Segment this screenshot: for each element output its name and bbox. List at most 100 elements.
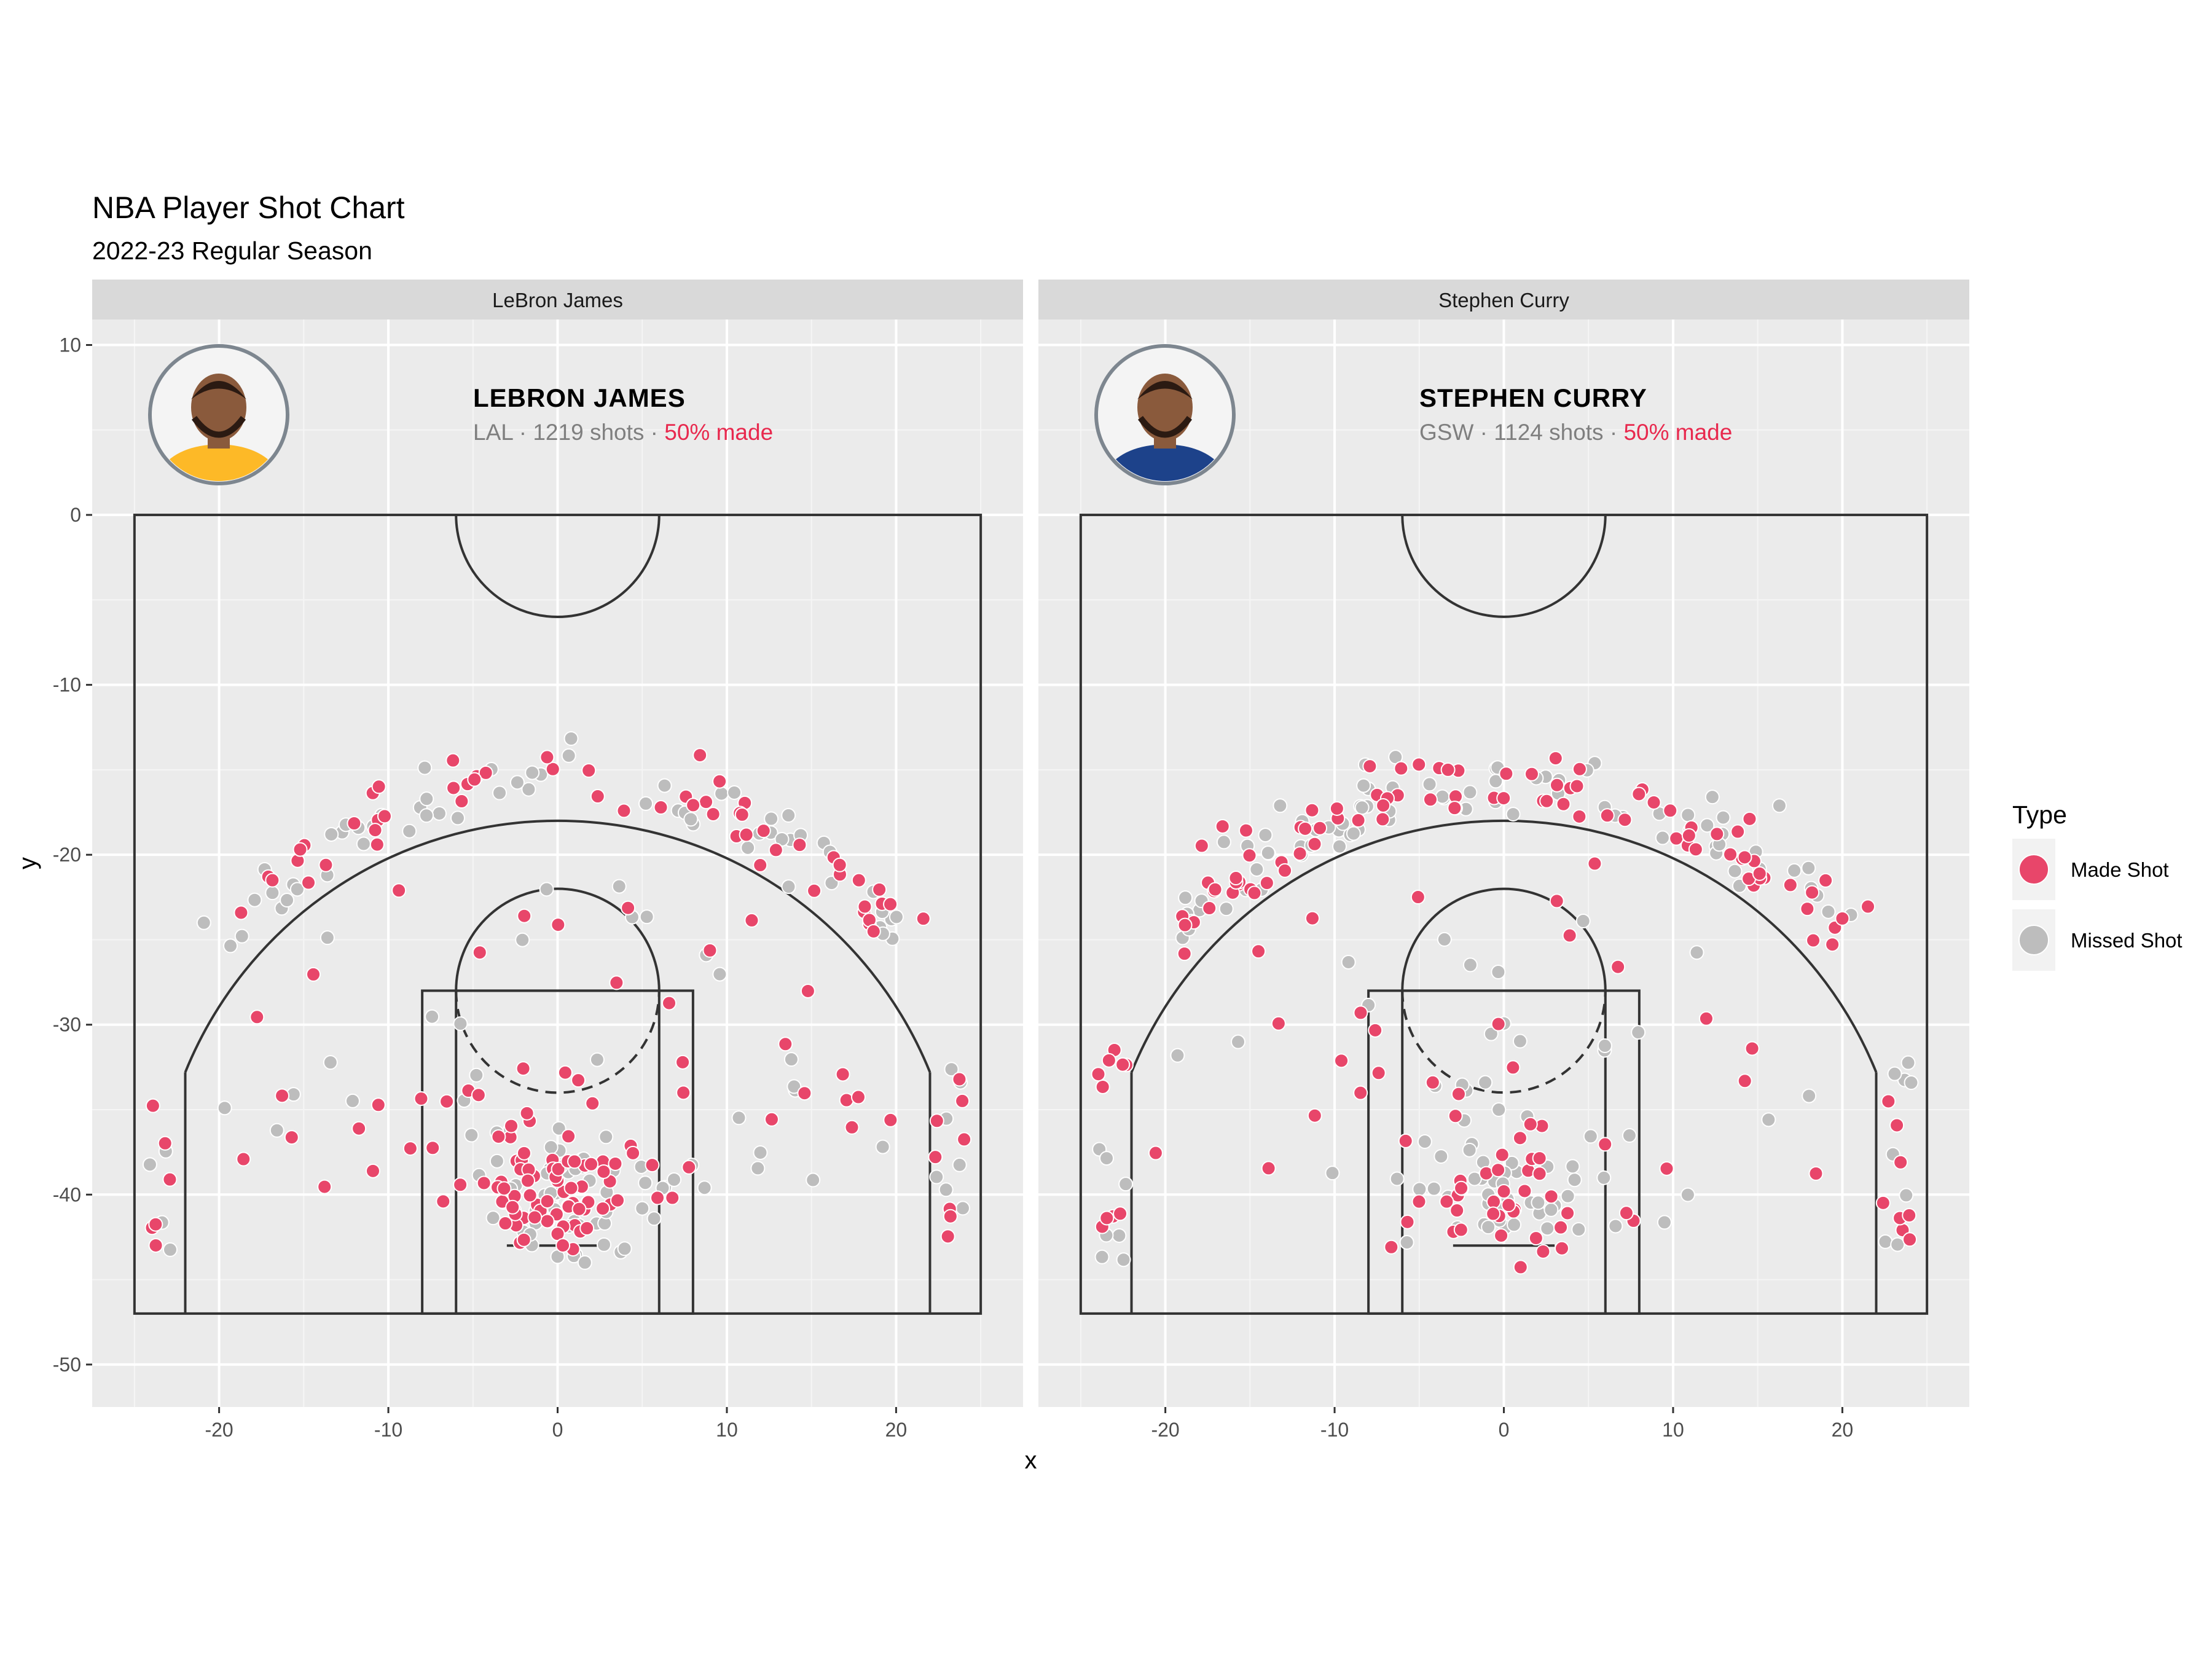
made-shot-point — [1528, 1231, 1543, 1246]
missed-shot-point — [635, 1201, 650, 1216]
made-shot-point — [1292, 846, 1308, 861]
missed-shot-point — [667, 1172, 682, 1187]
made-shot-point — [301, 875, 316, 890]
made-shot-point — [1375, 812, 1390, 827]
missed-shot-point — [1505, 807, 1521, 822]
made-shot-point — [1496, 1184, 1512, 1199]
x-tick-label: -10 — [374, 1419, 402, 1441]
missed-shot-point — [697, 1180, 712, 1196]
made-shot-point — [756, 823, 771, 839]
made-shot-point — [609, 975, 624, 990]
missed-shot-point — [162, 1242, 178, 1257]
court-lines — [133, 514, 982, 1315]
made-shot-point — [539, 1213, 555, 1229]
missed-shot-point — [1507, 1217, 1522, 1233]
made-shot-point — [1553, 1220, 1569, 1235]
made-shot-point — [1194, 838, 1209, 853]
shot-count: 1124 shots — [1494, 420, 1603, 445]
hair-shape — [1137, 381, 1193, 399]
made-shot-point — [1447, 801, 1462, 816]
made-shot-point — [517, 908, 532, 923]
made-shot-point — [1371, 1065, 1386, 1081]
made-shot-point — [414, 1091, 429, 1107]
missed-shot-point — [1787, 863, 1802, 878]
made-shot-point — [1207, 882, 1223, 897]
missed-shot-point — [639, 909, 654, 925]
made-shot-point — [1730, 824, 1746, 839]
made-shot-point — [1554, 1241, 1569, 1256]
missed-shot-point — [638, 1175, 653, 1191]
made-shot-point — [425, 1140, 441, 1156]
made-shot-point — [616, 803, 632, 818]
facet-strip-label: LeBron James — [492, 289, 623, 312]
missed-shot-point — [356, 836, 371, 852]
three-point-arc — [184, 819, 931, 1073]
missed-shot-point — [1596, 1170, 1612, 1185]
missed-shot-point — [217, 1100, 232, 1116]
made-shot-point — [739, 827, 754, 842]
missed-shot-point — [402, 823, 417, 839]
made-shot-point — [1617, 812, 1633, 828]
missed-shot-point — [727, 785, 742, 800]
legend-label: Made Shot — [2071, 858, 2169, 881]
missed-shot-point — [1273, 798, 1288, 813]
missed-shot-point — [1462, 1142, 1477, 1158]
made-shot-point — [236, 1151, 251, 1167]
made-shot-point — [445, 753, 461, 768]
missed-shot-point — [1462, 957, 1478, 973]
made-shot-point — [1398, 1133, 1413, 1148]
made-shot-point — [471, 1088, 486, 1103]
made-shot-point — [306, 966, 321, 982]
paint-inner — [1401, 989, 1607, 1315]
made-shot-point — [1491, 1016, 1506, 1032]
made-shot-point — [446, 780, 461, 796]
made-shot-point — [835, 1067, 850, 1082]
made-shot-point — [1113, 1206, 1128, 1221]
missed-shot-point — [417, 760, 433, 775]
y-axis-title: y — [14, 857, 41, 869]
made-shot-point — [516, 1232, 531, 1247]
made-shot-point — [1099, 1210, 1115, 1226]
missed-shot-point — [1435, 789, 1450, 804]
made-shot-point — [1440, 762, 1456, 777]
missed-shot-point — [525, 765, 540, 780]
missed-shot-point — [577, 1255, 592, 1270]
y-tick-label: -10 — [53, 674, 81, 696]
made-shot-point — [1439, 1194, 1454, 1209]
made-shot-point — [1599, 808, 1615, 823]
made-shot-point — [1298, 821, 1313, 836]
made-shot-point — [645, 1158, 660, 1173]
x-tick-label: -20 — [205, 1419, 233, 1441]
made-shot-point — [1532, 1151, 1547, 1166]
made-shot-point — [1562, 928, 1577, 943]
missed-shot-point — [1887, 1066, 1902, 1081]
missed-shot-point — [589, 1052, 605, 1067]
made-shot-point — [590, 789, 605, 804]
made-shot-point — [702, 943, 718, 958]
missed-shot-point — [1483, 1026, 1499, 1041]
missed-shot-point — [611, 879, 627, 894]
made-shot-point — [1889, 1118, 1905, 1133]
made-shot-point — [872, 882, 887, 897]
made-shot-point — [1532, 1166, 1547, 1182]
made-shot-point — [957, 1132, 972, 1147]
missed-shot-point — [955, 1201, 970, 1216]
made-shot-point — [596, 1164, 611, 1179]
center-circle — [1401, 515, 1607, 617]
legend: Type Made Shot Missed Shot — [2012, 801, 2183, 971]
made-shot-point — [561, 1129, 576, 1144]
made-shot-point — [539, 750, 555, 765]
made-shot-point — [1543, 1189, 1559, 1204]
missed-shot-point — [1462, 785, 1478, 800]
missed-shot-point — [646, 1211, 662, 1226]
y-tick-label: 10 — [59, 334, 81, 356]
made-shot-point — [1101, 1052, 1116, 1068]
made-shot-point — [940, 1229, 955, 1244]
made-shot-point — [1881, 1094, 1896, 1109]
y-tick-label: 0 — [70, 504, 81, 526]
made-shot-point — [1499, 766, 1514, 782]
made-shot-point — [567, 1154, 582, 1169]
missed-shot-point — [1531, 1195, 1546, 1210]
x-tick-label: 0 — [1499, 1419, 1510, 1441]
made-shot-point — [284, 1130, 299, 1145]
